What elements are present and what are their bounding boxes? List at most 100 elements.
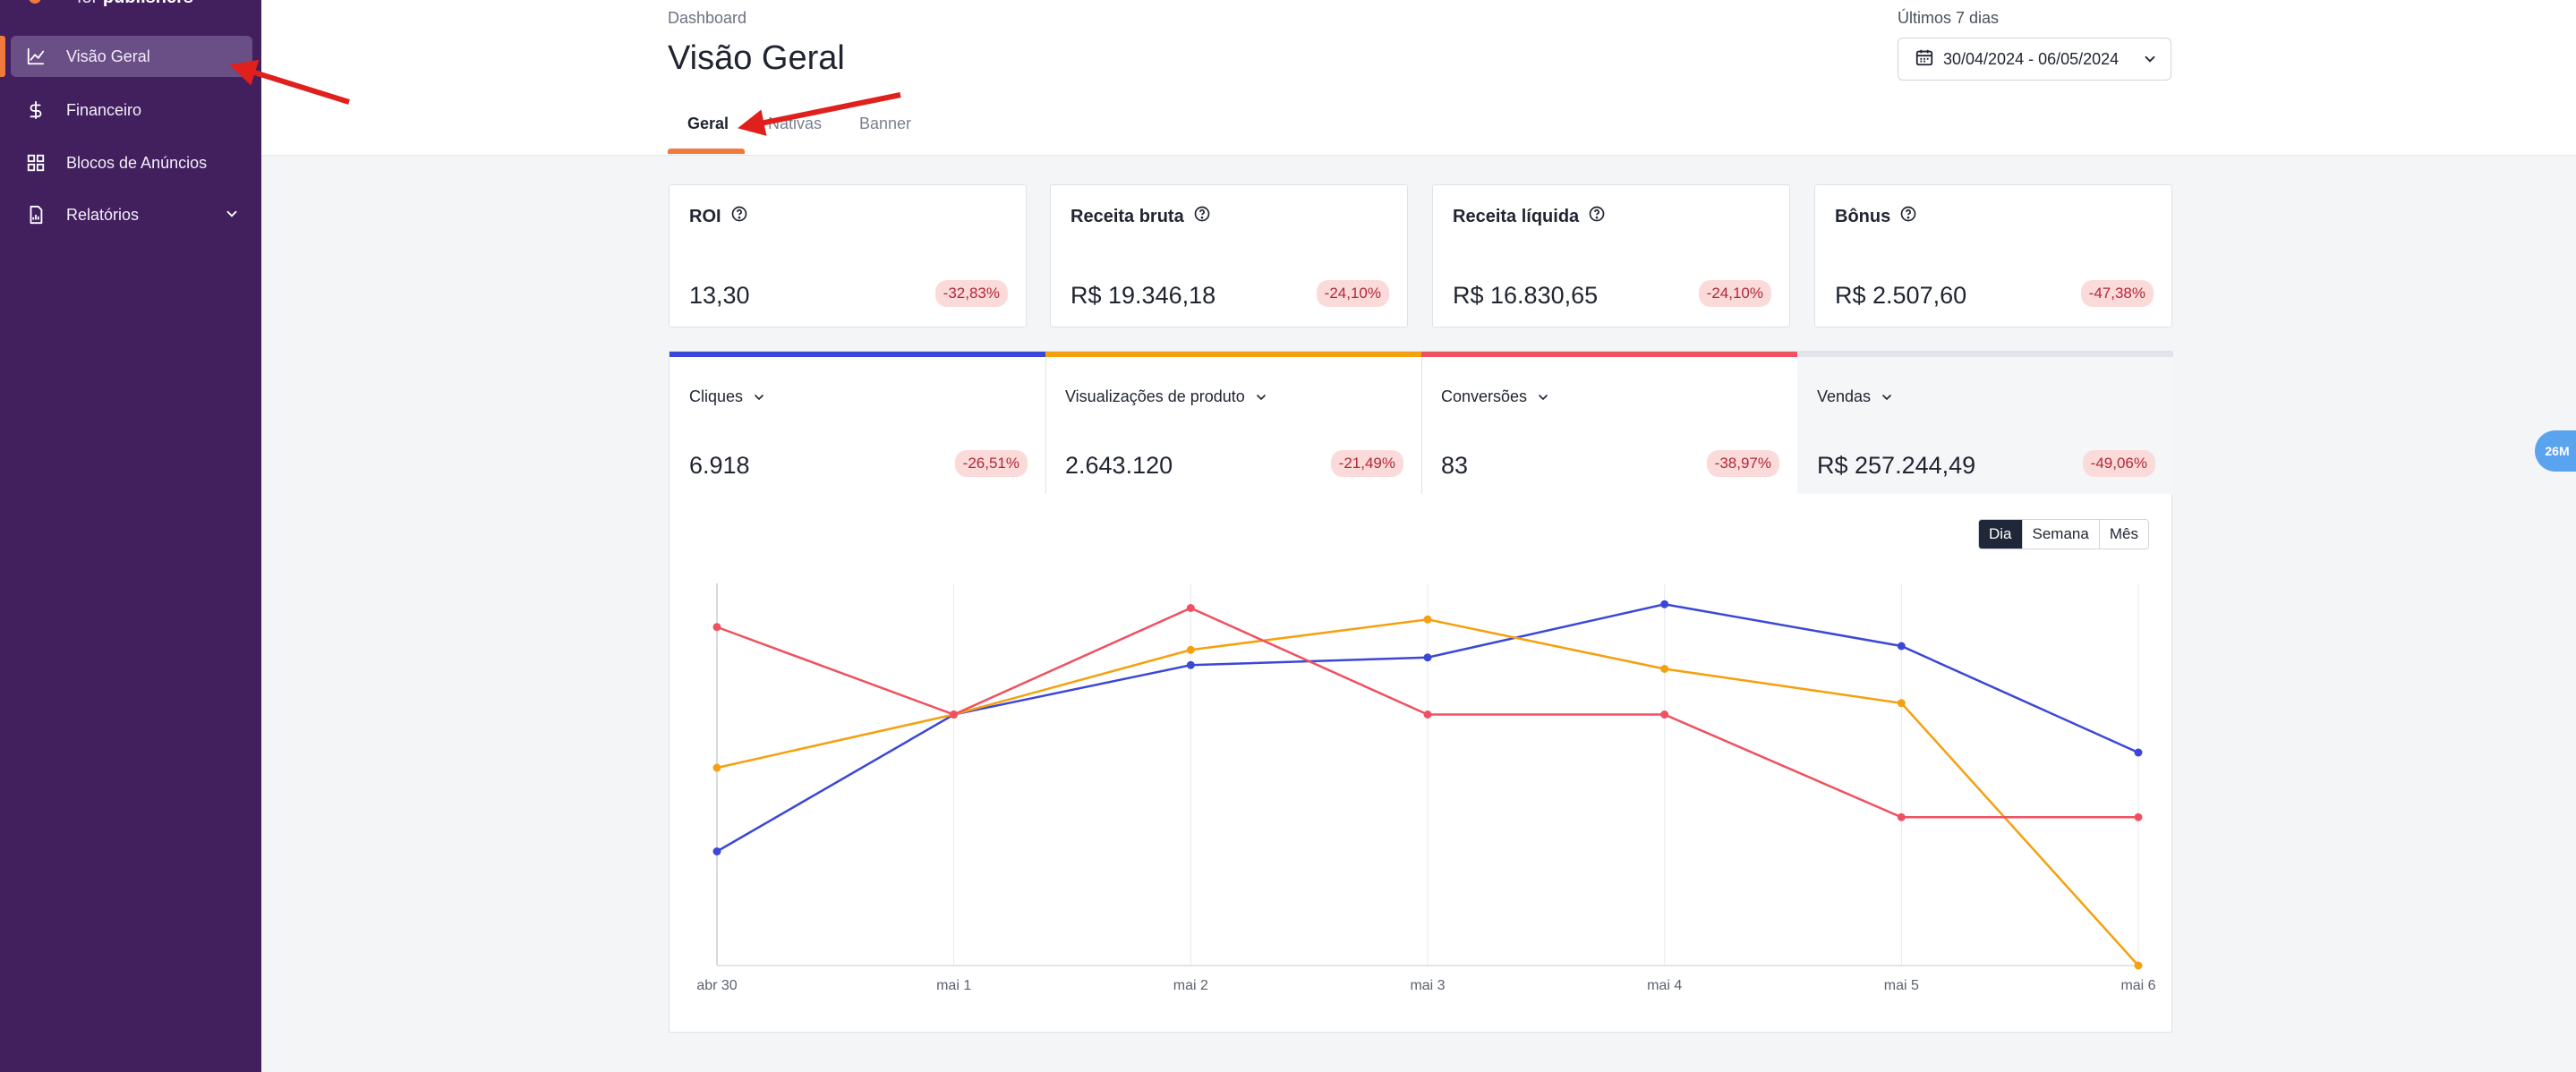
tab-active-underline [668, 149, 745, 154]
dollar-icon [25, 99, 47, 121]
date-range-value: 30/04/2024 - 06/05/2024 [1943, 49, 2120, 68]
kpi-value: R$ 19.346,18 [1070, 282, 1216, 309]
data-point [1186, 604, 1195, 612]
chevron-down-icon [224, 206, 240, 226]
metric-label: Vendas [1817, 387, 1872, 405]
data-point [712, 763, 721, 772]
metric-conversoes[interactable]: Conversões 83 -38,97% [1421, 352, 1797, 495]
metric-label: Conversões [1441, 387, 1528, 405]
page-header: Dashboard Visão Geral Geral Nativas Bann… [261, 0, 2576, 156]
kpi-label-wrap: Receita bruta [1070, 205, 1211, 228]
metric-dropdown[interactable]: Vendas [1817, 387, 1894, 406]
data-point [1897, 699, 1906, 708]
sidebar-item-label: Visão Geral [66, 47, 150, 65]
brand-title: publishers [103, 0, 193, 7]
kpi-card-roi: ROI 13,30 -32,83% [669, 184, 1027, 328]
brand-prefix: for [77, 0, 98, 7]
kpi-card-receita-bruta: Receita bruta R$ 19.346,18 -24,10% [1050, 184, 1408, 328]
sidebar-item-visao-geral[interactable]: Visão Geral [11, 36, 252, 77]
brand-logo-icon [29, 0, 41, 4]
period-semana-button[interactable]: Semana [2021, 520, 2099, 549]
metric-dropdown[interactable]: Conversões [1441, 387, 1550, 406]
chevron-down-icon [2142, 51, 2158, 72]
grid-icon [25, 152, 47, 174]
chevron-down-icon [755, 394, 763, 400]
page-title: Visão Geral [668, 39, 845, 77]
x-tick-label: mai 5 [1884, 978, 1919, 993]
sidebar-item-label: Blocos de Anúncios [66, 153, 208, 172]
chevron-down-icon [1882, 394, 1891, 400]
data-point [1186, 645, 1195, 654]
x-tick-label: mai 2 [1173, 978, 1208, 993]
change-badge: -38,97% [1706, 450, 1779, 477]
help-circle-icon[interactable] [1899, 205, 1917, 228]
data-point [712, 623, 721, 632]
divider [1421, 352, 1422, 495]
calendar-icon [1915, 47, 1934, 72]
sidebar: for publishers Visão Geral Financeiro Bl… [0, 0, 261, 1072]
metric-label: Cliques [689, 387, 744, 405]
metric-value: R$ 257.244,49 [1817, 452, 1976, 479]
brand-name: for publishers [77, 0, 193, 8]
data-point [1897, 642, 1906, 651]
sidebar-item-relatorios[interactable]: Relatórios [11, 194, 252, 235]
sidebar-item-blocos-de-anuncios[interactable]: Blocos de Anúncios [11, 142, 252, 183]
kpi-label: ROI [689, 206, 721, 226]
date-range-picker[interactable]: 30/04/2024 - 06/05/2024 [1898, 38, 2171, 81]
x-tick-label: mai 3 [1410, 978, 1445, 993]
line-chart-card: Dia Semana Mês abr 30 mai 1 mai 2 mai 3 mai … [669, 494, 2172, 1033]
help-circle-icon[interactable] [1588, 205, 1606, 228]
kpi-label-wrap: ROI [689, 205, 748, 228]
data-point [2134, 961, 2143, 970]
period-toggle: Dia Semana Mês [1978, 519, 2149, 549]
sidebar-item-label: Financeiro [66, 100, 142, 119]
change-badge: -47,38% [2080, 280, 2154, 307]
tab-banner[interactable]: Banner [859, 115, 912, 132]
data-point [1423, 653, 1432, 662]
kpi-label-wrap: Receita líquida [1453, 205, 1606, 228]
floating-badge[interactable]: 26M [2535, 430, 2576, 472]
help-circle-icon[interactable] [730, 205, 748, 228]
kpi-label-wrap: Bônus [1835, 205, 1917, 228]
metric-value: 2.643.120 [1065, 452, 1173, 479]
data-point [950, 710, 959, 719]
tab-geral[interactable]: Geral [687, 115, 729, 132]
breadcrumb[interactable]: Dashboard [668, 9, 747, 27]
metric-visualizacoes[interactable]: Visualizações de produto 2.643.120 -21,4… [1045, 352, 1421, 495]
x-tick-label: mai 6 [2120, 978, 2155, 993]
change-badge: -24,10% [1698, 280, 1771, 307]
period-dia-button[interactable]: Dia [1979, 520, 2022, 549]
chevron-down-icon [1256, 394, 1266, 400]
report-icon [25, 204, 47, 225]
sidebar-item-financeiro[interactable]: Financeiro [11, 89, 252, 131]
x-tick-label: mai 1 [936, 978, 971, 993]
metric-dropdown[interactable]: Visualizações de produto [1065, 387, 1268, 406]
data-point [712, 847, 721, 855]
sidebar-item-label: Relatórios [66, 205, 140, 224]
line-chart: abr 30 mai 1 mai 2 mai 3 mai 4 mai 5 mai 6 [696, 583, 2156, 993]
trend-chart-icon [25, 46, 47, 67]
divider [1045, 352, 1046, 495]
metric-label: Visualizações de produto [1065, 387, 1245, 405]
data-point [1897, 813, 1906, 821]
metric-vendas[interactable]: Vendas R$ 257.244,49 -49,06% [1797, 352, 2173, 495]
kpi-label: Receita bruta [1070, 206, 1184, 226]
period-mes-button[interactable]: Mês [2098, 520, 2148, 549]
metric-value: 6.918 [689, 452, 750, 479]
active-indicator [0, 36, 5, 77]
kpi-value: R$ 2.507,60 [1835, 282, 1967, 309]
help-circle-icon[interactable] [1193, 205, 1211, 228]
kpi-card-bonus: Bônus R$ 2.507,60 -47,38% [1814, 184, 2172, 328]
data-point [2134, 813, 2143, 821]
data-point [1660, 665, 1669, 673]
data-point [1423, 615, 1432, 624]
data-point [2134, 748, 2143, 757]
tab-nativas[interactable]: Nativas [768, 115, 823, 132]
metric-dropdown[interactable]: Cliques [689, 387, 766, 406]
metric-cliques[interactable]: Cliques 6.918 -26,51% [670, 352, 1045, 495]
data-point [1186, 660, 1195, 669]
data-point [1423, 710, 1432, 719]
change-badge: -21,49% [1330, 450, 1403, 477]
x-tick-label: abr 30 [696, 978, 737, 993]
kpi-label: Bônus [1835, 206, 1891, 226]
